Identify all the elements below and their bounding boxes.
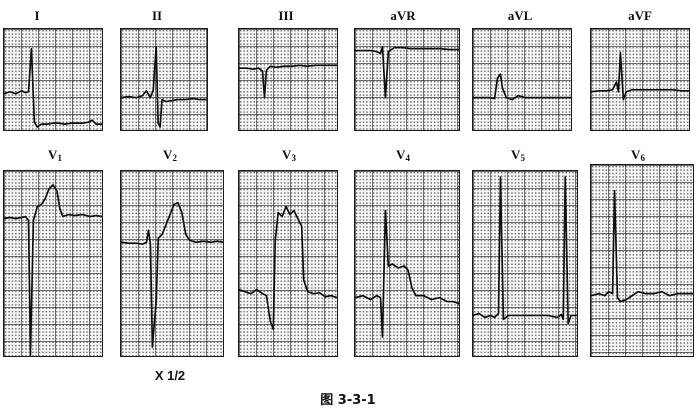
ecg-trace-v5 <box>473 176 577 325</box>
ecg-trace-v4 <box>355 209 459 339</box>
lead-label-v2: V2 <box>163 147 177 164</box>
lead-label-avr: aVR <box>390 8 416 23</box>
ecg-trace-avr <box>355 45 459 99</box>
scale-note: X 1/2 <box>154 368 186 383</box>
lead-label-iii: III <box>278 8 294 23</box>
lead-label-v1: V1 <box>48 147 62 164</box>
lead-label-v5: V5 <box>511 147 525 164</box>
ecg-panel-v2 <box>120 170 224 357</box>
lead-label-v3: V3 <box>282 147 296 164</box>
ecg-trace-avl <box>473 73 571 101</box>
lead-label-v6: V6 <box>631 147 645 164</box>
ecg-trace-iii <box>239 64 337 99</box>
ecg-trace-v2 <box>121 201 223 348</box>
ecg-trace-ii <box>121 45 207 128</box>
ecg-trace-v1 <box>4 184 102 356</box>
ecg-trace-v3 <box>239 205 337 331</box>
lead-label-v4: V4 <box>396 147 410 164</box>
figure-caption: 图 3-3-1 <box>320 393 376 408</box>
ecg-trace-avf <box>591 51 689 101</box>
ecg-panel-ii <box>120 28 208 131</box>
ecg-panel-v3 <box>238 170 338 357</box>
lead-label-avf: aVF <box>628 8 652 23</box>
ecg-panel-v1 <box>3 170 103 357</box>
ecg-panel-avl <box>472 28 572 131</box>
ecg-panel-v5 <box>472 170 578 357</box>
lead-label-ii: II <box>151 8 163 23</box>
lead-label-i: I <box>34 8 40 23</box>
ecg-panel-iii <box>238 28 338 131</box>
ecg-panel-v6 <box>590 164 694 357</box>
ecg-panel-avr <box>354 28 460 131</box>
ecg-panel-i <box>3 28 103 131</box>
ecg-panel-avf <box>590 28 690 131</box>
ecg-panel-v4 <box>354 170 460 357</box>
lead-label-avl: aVL <box>507 8 533 23</box>
ecg-trace-i <box>4 47 102 128</box>
ecg-trace-v6 <box>591 189 693 303</box>
